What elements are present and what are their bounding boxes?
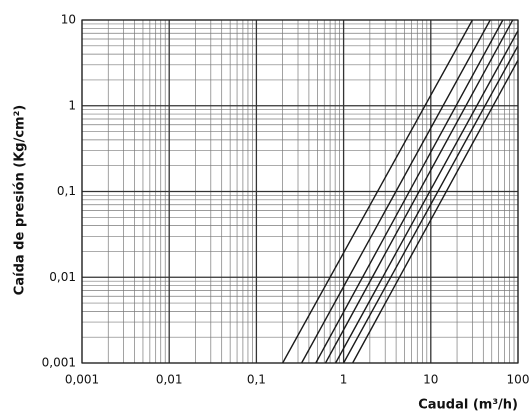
data-line [315,20,504,363]
data-line [301,20,491,363]
data-line [324,20,514,363]
data-line [335,30,518,363]
x-tick-label: 0,001 [65,373,99,387]
y-tick-label: 0,01 [49,270,76,284]
x-tick-label: 0,1 [247,373,266,387]
x-tick-label: 10 [423,373,438,387]
x-tick-label: 1 [340,373,348,387]
y-axis-label: Caída de presión (Kg/cm²) [13,105,28,295]
data-line [352,59,518,363]
data-line [282,20,474,363]
grid [81,19,519,364]
x-tick-label: 100 [507,373,530,387]
y-tick-label: 0,001 [42,356,76,370]
series-group [282,20,518,363]
y-tick-label: 0,1 [57,184,76,198]
x-tick-label: 0,01 [156,373,183,387]
data-line [342,45,518,363]
y-tick-label: 1 [68,98,76,112]
y-tick-label: 10 [61,13,76,27]
x-axis-label: Caudal (m³/h) [418,398,518,413]
plot-border [81,19,519,364]
